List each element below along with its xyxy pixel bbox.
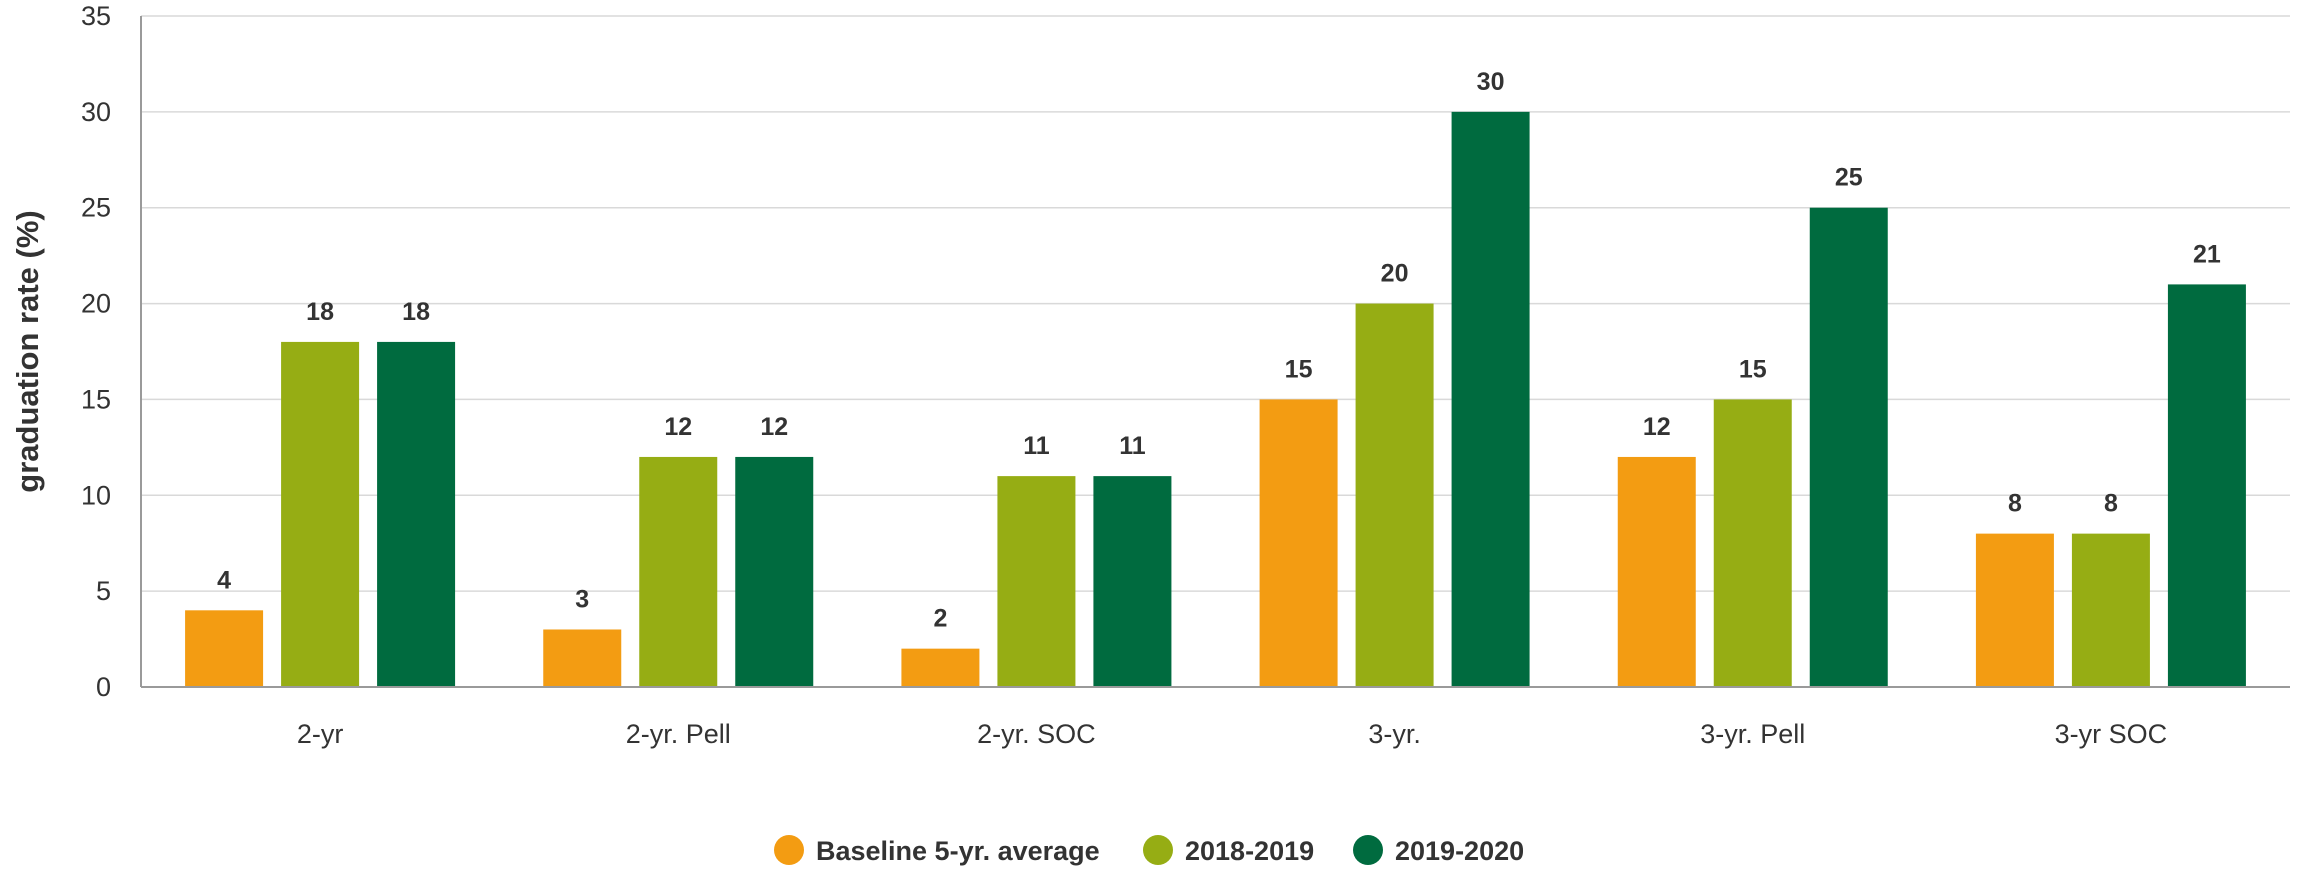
x-category-label: 3-yr. [1368, 719, 1421, 749]
bar [1355, 303, 1434, 687]
x-category-label: 2-yr. SOC [977, 719, 1096, 749]
data-label: 30 [1477, 68, 1505, 96]
bar [1259, 399, 1338, 687]
data-label: 12 [1643, 413, 1671, 441]
data-label: 4 [217, 566, 231, 594]
legend-swatch [1353, 835, 1383, 865]
y-axis-ticks: 0 5 10 15 20 25 30 35 [81, 1, 111, 702]
x-category-label: 2-yr. Pell [626, 719, 731, 749]
x-category-label: 3-yr SOC [2055, 719, 2168, 749]
y-tick-label: 10 [81, 480, 111, 510]
bars [185, 111, 2246, 688]
data-label: 18 [402, 298, 430, 326]
y-tick-label: 0 [96, 672, 111, 702]
x-category-label: 2-yr [297, 719, 344, 749]
data-label: 21 [2193, 240, 2221, 268]
bar [1809, 207, 1888, 687]
y-tick-label: 30 [81, 97, 111, 127]
y-tick-label: 20 [81, 289, 111, 319]
bar [281, 341, 360, 687]
data-label: 12 [664, 413, 692, 441]
data-label: 25 [1835, 164, 1863, 192]
bar [185, 610, 264, 687]
legend-label: 2018-2019 [1185, 836, 1314, 866]
bar [901, 648, 980, 687]
legend-label: 2019-2020 [1395, 836, 1524, 866]
legend-swatch [1143, 835, 1173, 865]
data-labels: 4 18 18 3 12 12 2 11 11 15 20 30 12 15 25 8 8 21 [217, 68, 2221, 633]
x-category-label: 3-yr. Pell [1700, 719, 1805, 749]
data-label: 2 [933, 605, 947, 633]
data-label: 8 [2104, 490, 2118, 518]
data-label: 15 [1739, 355, 1767, 383]
legend-swatch [774, 835, 804, 865]
legend: Baseline 5-yr. average 2018-2019 2019-2020 [774, 835, 1524, 866]
bar [639, 456, 718, 687]
x-axis-categories: 2-yr 2-yr. Pell 2-yr. SOC 3-yr. 3-yr. Pell 3-… [297, 719, 2167, 749]
y-tick-label: 5 [96, 576, 111, 606]
data-label: 12 [760, 413, 788, 441]
y-axis-title: graduation rate (%) [10, 210, 45, 492]
bar [997, 476, 1076, 687]
bar [1617, 456, 1696, 687]
data-label: 8 [2008, 490, 2022, 518]
bar [2071, 533, 2150, 687]
legend-label: Baseline 5-yr. average [816, 836, 1100, 866]
data-label: 11 [1119, 432, 1146, 460]
y-tick-label: 25 [81, 193, 111, 223]
gridlines [141, 15, 2290, 592]
data-label: 11 [1023, 432, 1050, 460]
data-label: 20 [1381, 260, 1409, 288]
bar [377, 341, 456, 687]
bar [735, 456, 814, 687]
bar [1975, 533, 2054, 687]
y-tick-label: 15 [81, 384, 111, 414]
bar [1451, 111, 1530, 688]
bar [543, 629, 622, 687]
data-label: 15 [1285, 355, 1313, 383]
bar [2167, 284, 2246, 687]
data-label: 18 [306, 298, 334, 326]
data-label: 3 [575, 585, 589, 613]
bar [1093, 476, 1172, 687]
y-tick-label: 35 [81, 1, 111, 31]
bar [1713, 399, 1792, 687]
